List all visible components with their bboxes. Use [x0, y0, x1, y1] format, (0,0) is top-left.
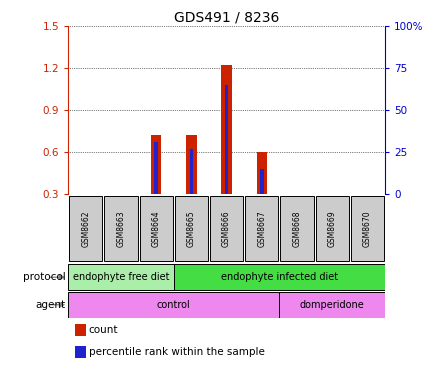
Bar — [221, 65, 232, 194]
FancyBboxPatch shape — [175, 196, 208, 261]
Text: GSM8665: GSM8665 — [187, 210, 196, 247]
FancyBboxPatch shape — [104, 196, 138, 261]
Bar — [74, 346, 86, 358]
Text: GSM8666: GSM8666 — [222, 210, 231, 247]
Bar — [260, 169, 264, 194]
Bar — [174, 264, 385, 291]
Bar — [151, 135, 161, 194]
Bar — [68, 264, 174, 291]
Text: control: control — [157, 300, 191, 310]
Text: count: count — [89, 325, 118, 335]
Text: protocol: protocol — [23, 272, 66, 282]
Bar — [154, 142, 158, 194]
Text: GSM8664: GSM8664 — [152, 210, 161, 247]
Text: GSM8663: GSM8663 — [117, 210, 125, 247]
FancyBboxPatch shape — [139, 196, 173, 261]
Text: domperidone: domperidone — [300, 300, 365, 310]
Bar — [68, 291, 279, 318]
FancyBboxPatch shape — [210, 196, 243, 261]
Bar — [190, 149, 193, 194]
Title: GDS491 / 8236: GDS491 / 8236 — [174, 11, 279, 25]
Bar — [186, 135, 197, 194]
Bar — [257, 152, 267, 194]
FancyBboxPatch shape — [280, 196, 314, 261]
FancyBboxPatch shape — [315, 196, 349, 261]
Text: percentile rank within the sample: percentile rank within the sample — [89, 347, 265, 357]
Text: endophyte free diet: endophyte free diet — [73, 272, 169, 282]
Text: GSM8668: GSM8668 — [293, 210, 301, 247]
FancyBboxPatch shape — [351, 196, 384, 261]
Text: agent: agent — [36, 300, 66, 310]
FancyBboxPatch shape — [245, 196, 279, 261]
Text: GSM8669: GSM8669 — [328, 210, 337, 247]
Bar — [74, 324, 86, 336]
Text: endophyte infected diet: endophyte infected diet — [221, 272, 338, 282]
Bar — [279, 291, 385, 318]
Text: GSM8662: GSM8662 — [81, 210, 90, 247]
Bar — [225, 85, 228, 194]
Text: GSM8667: GSM8667 — [257, 210, 266, 247]
Text: GSM8670: GSM8670 — [363, 210, 372, 247]
FancyBboxPatch shape — [69, 196, 103, 261]
